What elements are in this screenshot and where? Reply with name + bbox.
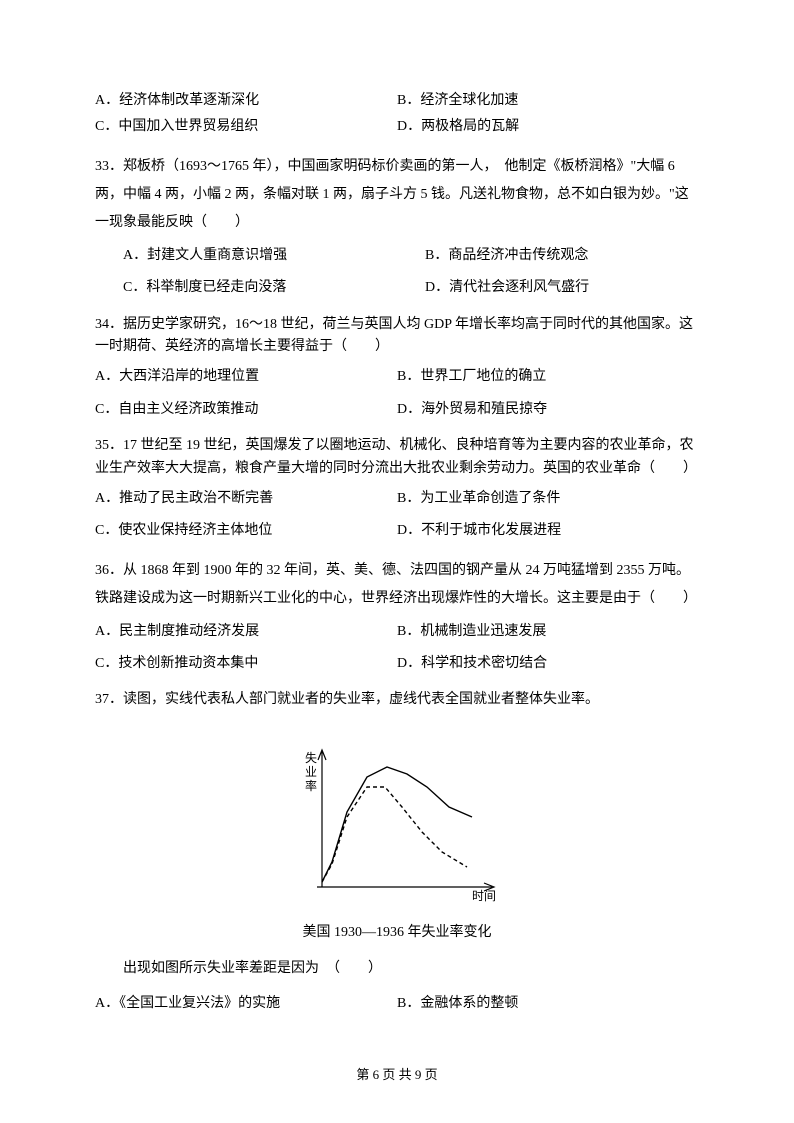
q33-option-d: D．清代社会逐利风气盛行 [397,277,699,299]
q35-option-b: B．为工业革命创造了条件 [397,488,699,510]
q34-option-c: C．自由主义经济政策推动 [95,399,397,421]
q33-option-b: B．商品经济冲击传统观念 [397,245,699,267]
svg-text:失: 失 [305,750,317,765]
page-footer: 第 6 页 共 9 页 [0,1064,794,1083]
q37-text: 37．读图，实线代表私人部门就业者的失业率，虚线代表全国就业者整体失业率。 [95,689,699,711]
q36-option-b: B．机械制造业迅速发展 [397,621,699,643]
q37-option-a: A．《全国工业复兴法》的实施 [95,993,397,1015]
svg-text:业: 业 [305,765,317,779]
q37-subtext: 出现如图所示失业率差距是因为 （ ） [95,958,699,980]
unemployment-chart: 失业率时间 [277,732,517,912]
q36-option-a: A．民主制度推动经济发展 [95,621,397,643]
q34-option-d: D．海外贸易和殖民掠夺 [397,399,699,421]
q34-option-b: B．世界工厂地位的确立 [397,366,699,388]
q37-option-b: B．金融体系的整顿 [397,993,699,1015]
q36-text: 36．从 1868 年到 1900 年的 32 年间，英、美、德、法四国的钢产量… [95,557,699,613]
q33-option-c: C．科举制度已经走向没落 [95,277,397,299]
q32-option-a: A．经济体制改革逐渐深化 [95,90,397,112]
q36-option-d: D．科学和技术密切结合 [397,653,699,675]
q35-option-c: C．使农业保持经济主体地位 [95,520,397,542]
q34-text: 34．据历史学家研究，16～18 世纪，荷兰与英国人均 GDP 年增长率均高于同… [95,314,699,359]
q33-option-a: A．封建文人重商意识增强 [95,245,397,267]
q36-option-c: C．技术创新推动资本集中 [95,653,397,675]
q35-option-a: A．推动了民主政治不断完善 [95,488,397,510]
q34-option-a: A．大西洋沿岸的地理位置 [95,366,397,388]
q32-option-c: C．中国加入世界贸易组织 [95,116,397,138]
q33-text: 33．郑板桥（1693～1765 年），中国画家明码标价卖画的第一人， 他制定《… [95,153,699,237]
svg-text:时间: 时间 [472,889,496,902]
chart-caption: 美国 1930—1936 年失业率变化 [95,922,699,944]
q35-option-d: D．不利于城市化发展进程 [397,520,699,542]
svg-text:率: 率 [305,778,317,793]
q32-option-d: D．两极格局的瓦解 [397,116,699,138]
q32-option-b: B．经济全球化加速 [397,90,699,112]
q35-text: 35．17 世纪至 19 世纪，英国爆发了以圈地运动、机械化、良种培育等为主要内… [95,435,699,480]
